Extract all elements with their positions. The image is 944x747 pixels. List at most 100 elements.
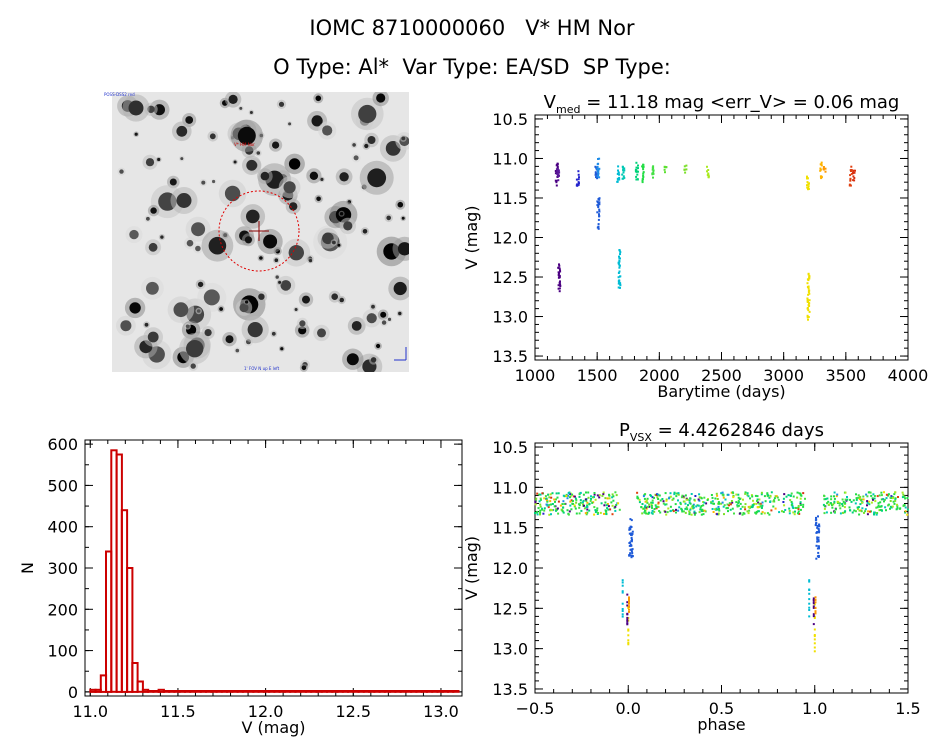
phased-eclipse-point <box>817 536 820 539</box>
phased-point <box>689 502 692 505</box>
phased-point <box>672 510 675 513</box>
finder-star <box>212 179 216 184</box>
lightcurve-point <box>806 177 809 180</box>
lightcurve-point <box>706 170 708 173</box>
phased-point <box>793 513 796 516</box>
phased-point <box>730 500 733 502</box>
finder-star <box>249 111 253 114</box>
lightcurve-point <box>596 200 599 203</box>
phased-point <box>611 504 614 507</box>
phased-point <box>744 491 747 494</box>
phased-point <box>741 513 744 516</box>
phased-point <box>586 511 589 514</box>
phased-point <box>678 506 681 509</box>
phased-point <box>695 505 698 508</box>
phased-eclipse-point <box>630 554 633 557</box>
phased-point <box>732 496 735 499</box>
phased-point <box>791 506 794 509</box>
phased-eclipse-point <box>816 536 819 539</box>
finder-star <box>288 245 304 261</box>
phased-point <box>759 505 762 508</box>
phased-point <box>703 509 706 512</box>
phased-point <box>760 506 763 509</box>
phased-point <box>836 493 839 496</box>
finder-star <box>186 340 204 358</box>
phased-point <box>733 512 735 515</box>
finder-star <box>337 243 341 247</box>
phased-eclipse-point <box>628 544 631 547</box>
lightcurve-point <box>806 297 809 300</box>
lightcurve-point <box>642 168 645 171</box>
phased-eclipse-point <box>630 539 633 542</box>
lightcurve-point <box>807 309 810 312</box>
phased-eclipse-point <box>626 613 629 616</box>
phased-point <box>551 492 554 495</box>
phased-point <box>744 508 747 511</box>
phased-point <box>721 501 724 504</box>
phased-point <box>830 495 833 498</box>
phased-point <box>731 491 734 494</box>
phased-eclipse-point <box>815 557 818 560</box>
phased-point <box>702 513 705 516</box>
phased-point <box>843 506 846 509</box>
lightcurve-point <box>618 266 621 269</box>
phased-point <box>711 502 714 505</box>
lightcurve-point <box>557 287 560 290</box>
phased-point <box>788 512 791 515</box>
finder-star <box>120 320 132 332</box>
phased-point <box>768 513 771 516</box>
finder-star <box>185 324 190 329</box>
phased-point <box>611 496 614 499</box>
phased-eclipse-point <box>628 600 630 603</box>
phased-eclipse-point <box>628 610 630 613</box>
phased-point <box>883 498 886 501</box>
phased-point <box>556 496 559 499</box>
phased-point <box>723 513 725 516</box>
phased-point <box>906 497 909 499</box>
phased-point <box>730 491 733 494</box>
finder-star <box>362 229 368 234</box>
phased-point <box>889 507 891 510</box>
finder-star <box>309 171 319 180</box>
phased-point <box>846 498 849 501</box>
phased-point <box>875 513 878 516</box>
phased-point <box>873 495 876 497</box>
phased-point <box>537 507 540 510</box>
phased-point <box>586 501 589 504</box>
phased-point <box>583 504 585 507</box>
phased-eclipse-point <box>631 532 634 535</box>
phased-point <box>802 505 805 508</box>
phased-point <box>833 497 836 500</box>
phased-point <box>597 512 599 514</box>
phased-point <box>705 502 708 505</box>
lightcurve-point <box>557 284 560 287</box>
phased-point <box>875 506 878 509</box>
phased-point <box>561 510 564 513</box>
phased-point <box>743 512 746 515</box>
histogram-xtick-label: 11.0 <box>72 702 108 721</box>
phased-point <box>653 510 656 513</box>
phased-point <box>650 501 653 504</box>
phased-point <box>569 496 571 499</box>
phased-point <box>782 501 785 503</box>
phased-point <box>651 501 654 504</box>
phased-point <box>578 512 581 515</box>
lightcurve-point <box>558 287 561 290</box>
phased-point <box>677 493 680 496</box>
phased-point <box>562 506 565 509</box>
phased-point <box>879 501 882 504</box>
phased-point <box>667 507 670 510</box>
phased-point <box>902 493 905 496</box>
histogram-xtick-label: 13.0 <box>423 702 459 721</box>
phased-point <box>870 501 873 504</box>
lightcurve-point <box>617 282 620 285</box>
lightcurve-point <box>617 262 620 265</box>
phased-point <box>904 506 907 509</box>
phased-point <box>684 511 687 514</box>
phased-ytick-label: 13.0 <box>492 640 528 659</box>
lightcurve-point <box>853 171 856 174</box>
phased-point <box>690 493 693 495</box>
finder-star <box>288 158 301 170</box>
phased-eclipse-point <box>812 601 815 604</box>
phased-point <box>539 505 542 508</box>
